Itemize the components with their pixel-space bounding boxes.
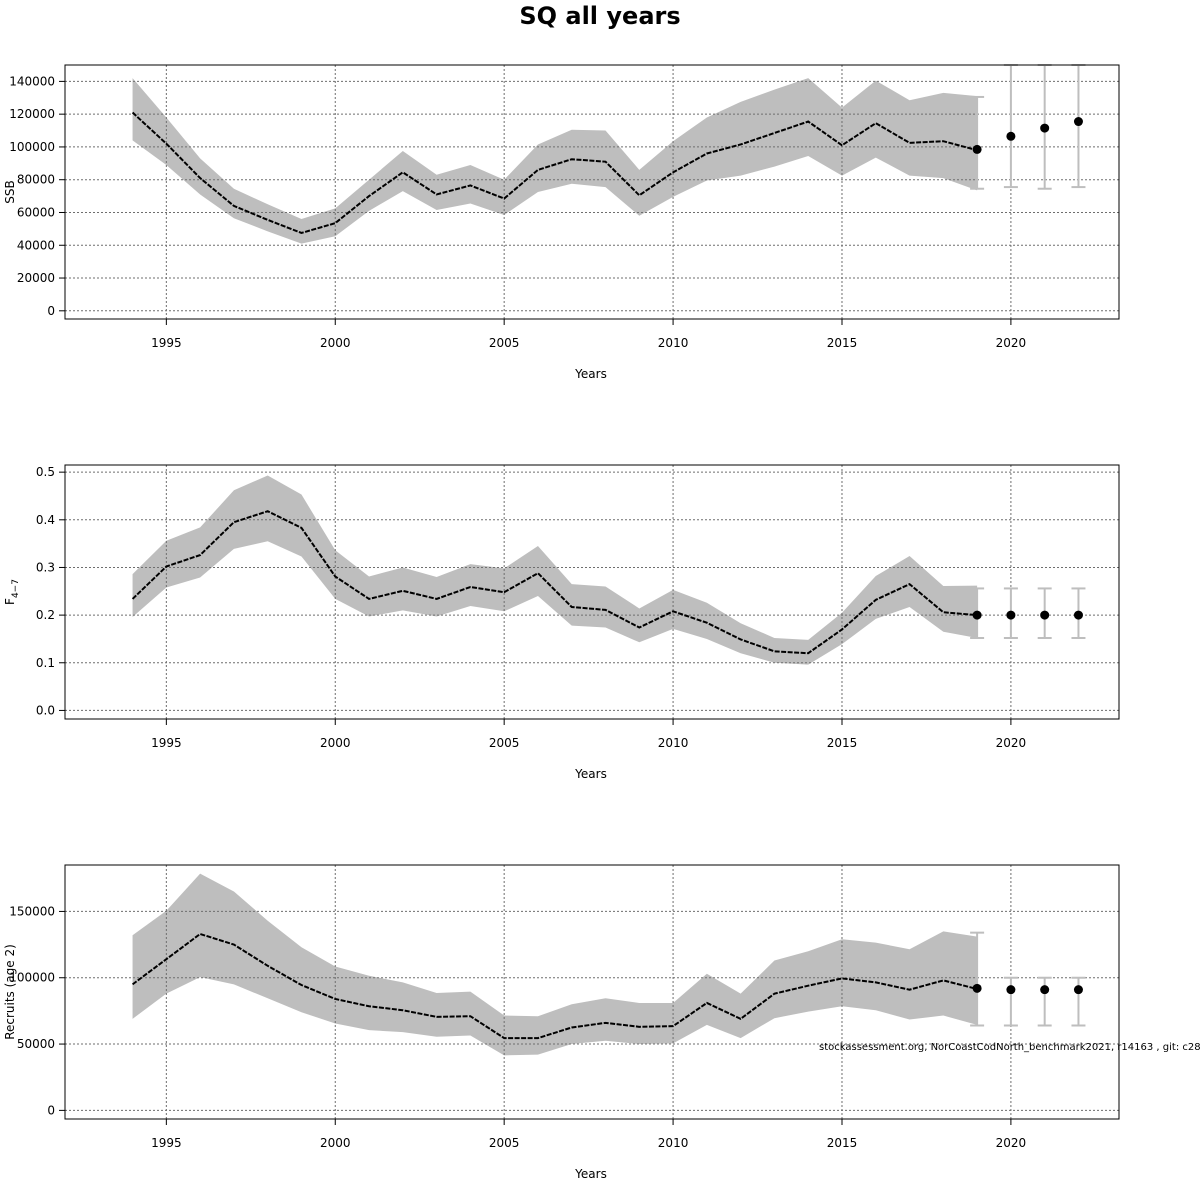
forecast-errorbar — [1071, 64, 1086, 189]
forecast-errorbar — [970, 931, 985, 1027]
y-axis-label-text: SSB — [3, 180, 17, 203]
estimate-line — [131, 932, 978, 1040]
forecast-errorbar — [1037, 976, 1052, 1027]
y-tick-label: 150000 — [9, 904, 55, 918]
y-axis-label-subscript: 4−7 — [11, 579, 21, 598]
forecast-point — [1006, 131, 1016, 141]
y-tick-label: 0.5 — [36, 465, 55, 479]
estimate-line — [131, 510, 978, 655]
x-tick-label: 1995 — [151, 736, 182, 750]
forecast-errorbar — [1003, 64, 1018, 189]
confidence-band — [132, 475, 978, 665]
y-tick-label: 20000 — [17, 271, 55, 285]
x-tick-label: 2020 — [996, 1136, 1027, 1150]
x-tick-label: 2020 — [996, 336, 1027, 350]
y-tick-label: 60000 — [17, 205, 55, 219]
x-tick-label: 2005 — [489, 336, 520, 350]
x-axis-label: Years — [574, 767, 607, 781]
forecast-point — [1073, 117, 1083, 127]
x-tick-label: 1995 — [151, 1136, 182, 1150]
x-tick-label: 2010 — [658, 336, 689, 350]
y-axis-label: SSB — [3, 180, 17, 203]
y-tick-label: 40000 — [17, 238, 55, 252]
plot-frame — [64, 464, 1120, 720]
chart-panel-2: 1995 2000 2005 2010 2015 2020 0.0 0.1 0.2 0.3 0.4 0… — [3, 464, 1120, 781]
plot-frame — [64, 64, 1120, 320]
y-tick-label: 0.0 — [36, 703, 55, 717]
x-tick-label: 2015 — [827, 736, 858, 750]
x-tick-label: 2000 — [320, 1136, 351, 1150]
panels: 1995 2000 2005 2010 2015 20200200004000060000… — [3, 64, 1120, 1181]
forecast-point — [1040, 123, 1050, 133]
y-tick-label: 0 — [47, 304, 55, 318]
y-tick-label: 0 — [47, 1103, 55, 1117]
y-tick-label: 0.3 — [36, 560, 55, 574]
x-axis-label: Years — [574, 367, 607, 381]
forecast-point — [1073, 610, 1083, 620]
forecast-point — [1073, 985, 1083, 995]
forecast-errorbar — [1071, 976, 1086, 1027]
forecast-point — [1040, 985, 1050, 995]
x-tick-label: 2000 — [320, 736, 351, 750]
y-tick-label: 50000 — [17, 1037, 55, 1051]
x-tick-label: 2010 — [658, 736, 689, 750]
estimate-line — [131, 111, 978, 235]
x-tick-label: 2010 — [658, 1136, 689, 1150]
y-tick-label: 80000 — [17, 173, 55, 187]
confidence-band — [132, 78, 978, 244]
forecast-point — [1040, 610, 1050, 620]
chart-panel-1: 1995 2000 2005 2010 2015 2020 0 20000 40000 60000… — [3, 64, 1120, 381]
forecast-point — [972, 610, 982, 620]
x-tick-label: 2015 — [827, 336, 858, 350]
y-axis-label: F4−7 — [3, 579, 21, 605]
y-tick-label: 100000 — [9, 971, 55, 985]
x-tick-label: 2020 — [996, 736, 1027, 750]
confidence-band — [132, 873, 978, 1056]
y-tick-label: 120000 — [9, 107, 55, 121]
x-tick-label: 1995 — [151, 336, 182, 350]
x-tick-label: 2015 — [827, 1136, 858, 1150]
forecast-errorbar — [970, 95, 985, 190]
y-tick-label: 0.4 — [36, 513, 55, 527]
x-axis-label: Years — [574, 1167, 607, 1181]
footnote: stockassessment.org, NorCoastCodNorth_be… — [819, 1042, 1200, 1053]
forecast-errorbar — [1003, 976, 1018, 1027]
forecast-point — [1006, 985, 1016, 995]
y-tick-label: 100000 — [9, 140, 55, 154]
y-axis-label: Recruits (age 2) — [3, 944, 17, 1040]
page-title: SQ all years — [519, 2, 680, 30]
y-tick-label: 0.2 — [36, 608, 55, 622]
x-tick-label: 2000 — [320, 336, 351, 350]
plot-frame — [64, 864, 1120, 1120]
chart-panel-3: 1995 2000 2005 2010 2015 2020 0 50000 100000 1500… — [3, 864, 1120, 1181]
y-axis-label-text: Recruits (age 2) — [3, 944, 17, 1040]
forecast-point — [972, 983, 982, 993]
y-axis-label-text: F — [3, 598, 17, 605]
x-tick-label: 2005 — [489, 736, 520, 750]
forecast-point — [1006, 610, 1016, 620]
x-tick-label: 2005 — [489, 1136, 520, 1150]
forecast-point — [972, 144, 982, 154]
y-tick-label: 140000 — [9, 74, 55, 88]
y-tick-label: 0.1 — [36, 656, 55, 670]
